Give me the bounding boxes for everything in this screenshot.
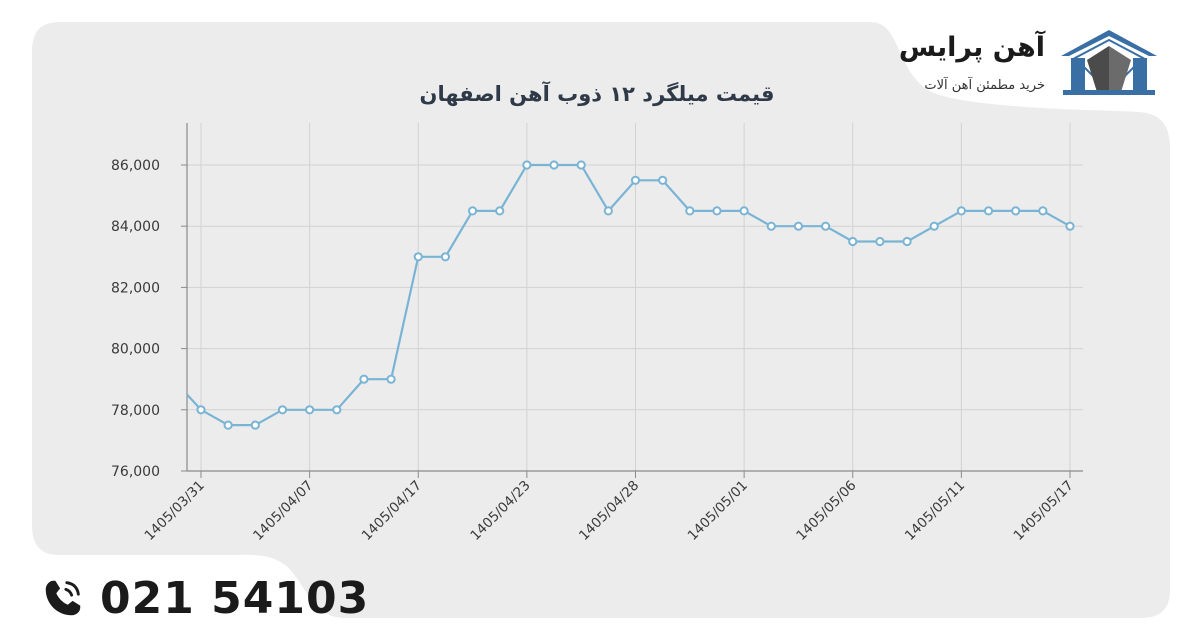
grid [187, 123, 1083, 471]
data-point [359, 374, 369, 384]
brand-logo[interactable]: آهن پرایس خرید مطمئن آهن آلات [899, 24, 1175, 104]
data-point [250, 420, 260, 430]
data-point [658, 175, 668, 185]
data-point [1038, 206, 1048, 216]
y-tick-label: 76,000 [111, 464, 160, 480]
data-point [467, 206, 478, 216]
phone-number: 021 54103 [100, 572, 370, 624]
brand-mark-icon [1061, 30, 1157, 95]
data-point [793, 221, 804, 231]
data-point [630, 175, 641, 185]
brand-name: آهن پرایس [898, 32, 1045, 63]
data-point [413, 252, 423, 262]
data-point [223, 420, 233, 430]
y-tick-label: 80,000 [111, 342, 160, 358]
x-tick-label: 1405/04/28 [576, 478, 642, 544]
x-tick-label: 1405/04/23 [467, 478, 533, 544]
data-point [902, 236, 912, 247]
y-tick-label: 78,000 [111, 403, 160, 419]
x-tick-label: 1405/05/06 [793, 478, 859, 544]
data-point [440, 252, 451, 262]
y-tick-label: 86,000 [111, 158, 160, 174]
data-point [305, 405, 315, 415]
data-point [685, 206, 695, 216]
phone-icon [45, 580, 81, 616]
x-tick-label: 1405/05/17 [1010, 478, 1076, 544]
series [186, 160, 1075, 430]
x-axis-labels: 1405/03/31 1405/04/07 1405/04/17 1405/04/23… [141, 478, 1076, 544]
data-point [277, 405, 288, 415]
x-tick-label: 1405/03/31 [141, 478, 207, 544]
data-point [848, 236, 858, 247]
y-tick-label: 82,000 [111, 280, 160, 296]
data-point [766, 221, 776, 231]
series-line [186, 163, 1071, 427]
data-point [712, 206, 722, 216]
data-point [522, 160, 532, 170]
data-point [549, 160, 559, 170]
data-point [875, 236, 885, 247]
data-point [576, 160, 586, 170]
data-point [739, 206, 749, 216]
data-point [196, 405, 206, 415]
card-background [32, 22, 1170, 618]
contact-phone[interactable]: 021 54103 [40, 568, 369, 628]
data-point [386, 374, 396, 384]
x-tick-label: 1405/04/17 [359, 478, 425, 544]
y-tick-label: 84,000 [111, 219, 160, 235]
x-tick-label: 1405/05/01 [685, 478, 751, 544]
data-point [929, 221, 939, 231]
y-axis-labels: 76,000 78,000 80,000 82,000 84,000 86,000 [111, 158, 160, 480]
data-point [983, 206, 994, 216]
data-point [603, 206, 613, 216]
data-point [956, 206, 966, 216]
data-point [820, 221, 831, 231]
x-tick-label: 1405/05/11 [902, 478, 968, 544]
data-point [495, 206, 505, 216]
x-tick-label: 1405/04/07 [250, 478, 316, 544]
data-point [1011, 206, 1021, 216]
brand-tagline: خرید مطمئن آهن آلات [924, 78, 1045, 93]
chart-title: قیمت میلگرد ۱۲ ذوب آهن اصفهان [420, 81, 775, 106]
data-point [1065, 221, 1075, 231]
data-point [332, 405, 342, 415]
axes [181, 123, 1083, 478]
